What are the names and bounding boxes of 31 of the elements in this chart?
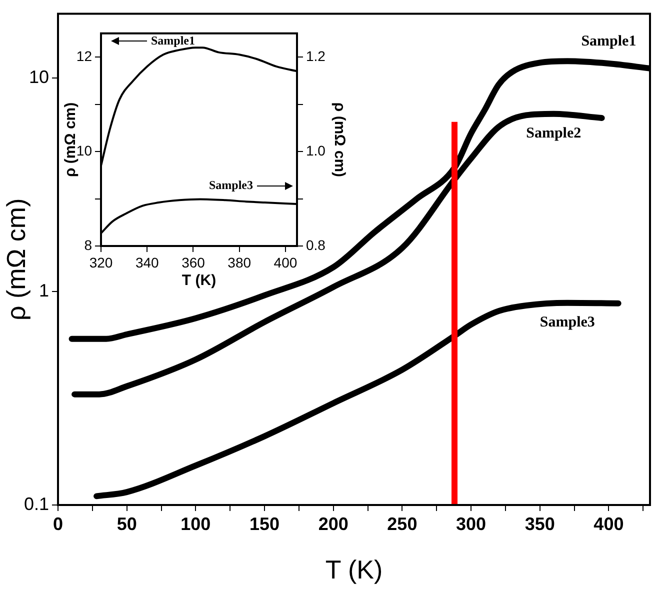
series-label: Sample3: [540, 314, 595, 331]
x-tick-label: 0: [52, 514, 64, 534]
x-tick-label: 340: [135, 254, 160, 270]
y-tick-label: 10: [28, 67, 49, 88]
y-tick-label: 1: [38, 280, 49, 300]
y-tick-label: 0.1: [24, 494, 49, 514]
x-tick-label: 300: [456, 514, 486, 534]
x-tick-label: 380: [228, 254, 252, 270]
x-tick-label: 100: [180, 514, 211, 534]
x-tick-label: 400: [594, 514, 624, 534]
series-label: Sample2: [526, 126, 582, 142]
x-tick-label: 400: [274, 254, 298, 270]
y-tick-label: 8: [84, 236, 92, 253]
legend-label: Sample1: [151, 33, 196, 48]
series-label: Sample3: [208, 178, 253, 192]
y-tick-label: 12: [76, 48, 92, 64]
series-label: Sample1: [581, 33, 636, 50]
x-tick-label: 50: [116, 514, 137, 534]
x-tick-label: 350: [524, 514, 555, 534]
x-axis-title: T (K): [325, 554, 383, 585]
x-tick-label: 200: [318, 514, 348, 534]
x-tick-label: 320: [89, 254, 113, 270]
x-tick-label: 250: [387, 514, 418, 534]
y2-tick-label: 1.0: [306, 142, 326, 158]
y2-tick-label: 0.8: [306, 236, 326, 253]
x-axis-title: T (K): [182, 272, 216, 290]
x-tick-label: 150: [249, 514, 280, 534]
y-axis-title: ρ (mΩ cm): [0, 198, 31, 321]
y2-tick-label: 1.2: [306, 48, 326, 64]
x-tick-label: 360: [182, 254, 206, 270]
y2-axis-title: ρ (mΩ cm): [330, 102, 348, 178]
